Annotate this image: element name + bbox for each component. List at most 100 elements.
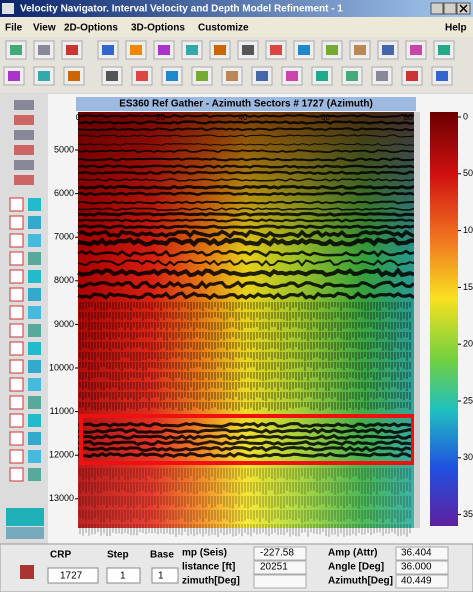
layer-color[interactable] (28, 432, 41, 445)
colorbar-label: 150 (463, 282, 473, 292)
tool-icon (102, 45, 114, 55)
layer-color[interactable] (28, 198, 41, 211)
y-tick-label: 9000 (54, 319, 74, 329)
tool-icon (158, 45, 170, 55)
layer-color[interactable] (28, 360, 41, 373)
tool-icon (214, 45, 226, 55)
layer-color[interactable] (28, 288, 41, 301)
layer-toggle[interactable] (10, 198, 23, 211)
side-icon[interactable] (14, 145, 34, 155)
colorbar-label: 300 (463, 452, 473, 462)
reflector (78, 172, 414, 174)
field-label: zimuth[Deg] (182, 576, 240, 587)
side-icon[interactable] (14, 130, 34, 140)
tool-icon (38, 45, 50, 55)
app-icon (2, 3, 14, 14)
field-value: 36.000 (401, 562, 432, 573)
tool-icon (354, 45, 366, 55)
layer-color[interactable] (28, 378, 41, 391)
x-tick-label: 60 (321, 113, 330, 122)
tool-icon (256, 71, 268, 81)
tool-icon (136, 71, 148, 81)
field-label: mp (Seis) (182, 548, 227, 559)
tool-icon (382, 45, 394, 55)
field-value: 20251 (260, 562, 288, 573)
y-tick-label: 7000 (54, 232, 74, 242)
menu-item[interactable]: View (33, 23, 56, 34)
layer-toggle[interactable] (10, 450, 23, 463)
x-tick-label: 80 (404, 113, 413, 122)
y-tick-label: 13000 (49, 493, 74, 503)
menu-item[interactable]: Help (445, 23, 467, 34)
y-tick-label: 8000 (54, 275, 74, 285)
plot-title: ES360 Ref Gather - Azimuth Sectors # 172… (119, 99, 373, 110)
layer-toggle[interactable] (10, 270, 23, 283)
reflector (78, 166, 414, 168)
layer-toggle[interactable] (10, 342, 23, 355)
layer-toggle[interactable] (10, 378, 23, 391)
layer-toggle[interactable] (10, 234, 23, 247)
field-value: 1 (158, 571, 164, 582)
layer-color[interactable] (28, 468, 41, 481)
layer-toggle[interactable] (10, 306, 23, 319)
field-label: listance [ft] (182, 562, 235, 573)
y-tick-label: 12000 (49, 450, 74, 460)
reflector (78, 226, 414, 228)
tool-icon (106, 71, 118, 81)
layer-color[interactable] (28, 306, 41, 319)
layer-color[interactable] (28, 450, 41, 463)
colorbar-label: 200 (463, 339, 473, 349)
menu-item[interactable]: 2D-Options (64, 23, 118, 34)
field-label: Amp (Attr) (328, 548, 377, 559)
pattern-swatch[interactable] (6, 527, 44, 539)
field-label: CRP (50, 550, 71, 561)
y-tick-label: 5000 (54, 144, 74, 154)
tool-icon (68, 71, 80, 81)
side-icon[interactable] (14, 175, 34, 185)
field-label: Azimuth[Deg] (328, 576, 393, 587)
layer-toggle[interactable] (10, 468, 23, 481)
layer-color[interactable] (28, 396, 41, 409)
tool-icon (406, 71, 418, 81)
layer-color[interactable] (28, 414, 41, 427)
x-tick-label: 0 (76, 113, 81, 122)
layer-color[interactable] (28, 252, 41, 265)
layer-toggle[interactable] (10, 324, 23, 337)
tool-icon (186, 45, 198, 55)
layer-toggle[interactable] (10, 396, 23, 409)
layer-color[interactable] (28, 234, 41, 247)
layer-color[interactable] (28, 216, 41, 229)
colorbar-label: 0 (463, 111, 468, 121)
layer-toggle[interactable] (10, 252, 23, 265)
colorbar-label: 350 (463, 509, 473, 519)
side-icon[interactable] (14, 100, 34, 110)
tool-icon (242, 45, 254, 55)
field-label: Step (107, 550, 129, 561)
colorbar-label: 100 (463, 225, 473, 235)
layer-toggle[interactable] (10, 360, 23, 373)
tool-icon (38, 71, 50, 81)
menu-item[interactable]: Customize (198, 23, 249, 34)
layer-color[interactable] (28, 342, 41, 355)
color-swatch[interactable] (6, 508, 44, 526)
layer-toggle[interactable] (10, 414, 23, 427)
layer-color[interactable] (28, 270, 41, 283)
menu-item[interactable]: File (5, 23, 23, 34)
tool-icon (376, 71, 388, 81)
tool-icon (270, 45, 282, 55)
maximize-button[interactable] (444, 3, 456, 14)
minimize-button[interactable] (431, 3, 443, 14)
layer-toggle[interactable] (10, 432, 23, 445)
colorbar-label: 250 (463, 395, 473, 405)
tool-icon (316, 71, 328, 81)
scrollbar[interactable] (414, 112, 420, 528)
side-icon[interactable] (14, 160, 34, 170)
colorbar-label: 50 (463, 168, 473, 178)
layer-toggle[interactable] (10, 288, 23, 301)
menu-item[interactable]: 3D-Options (131, 23, 185, 34)
field-value: -227.58 (260, 548, 294, 559)
base-input[interactable] (152, 568, 178, 583)
layer-toggle[interactable] (10, 216, 23, 229)
side-icon[interactable] (14, 115, 34, 125)
layer-color[interactable] (28, 324, 41, 337)
